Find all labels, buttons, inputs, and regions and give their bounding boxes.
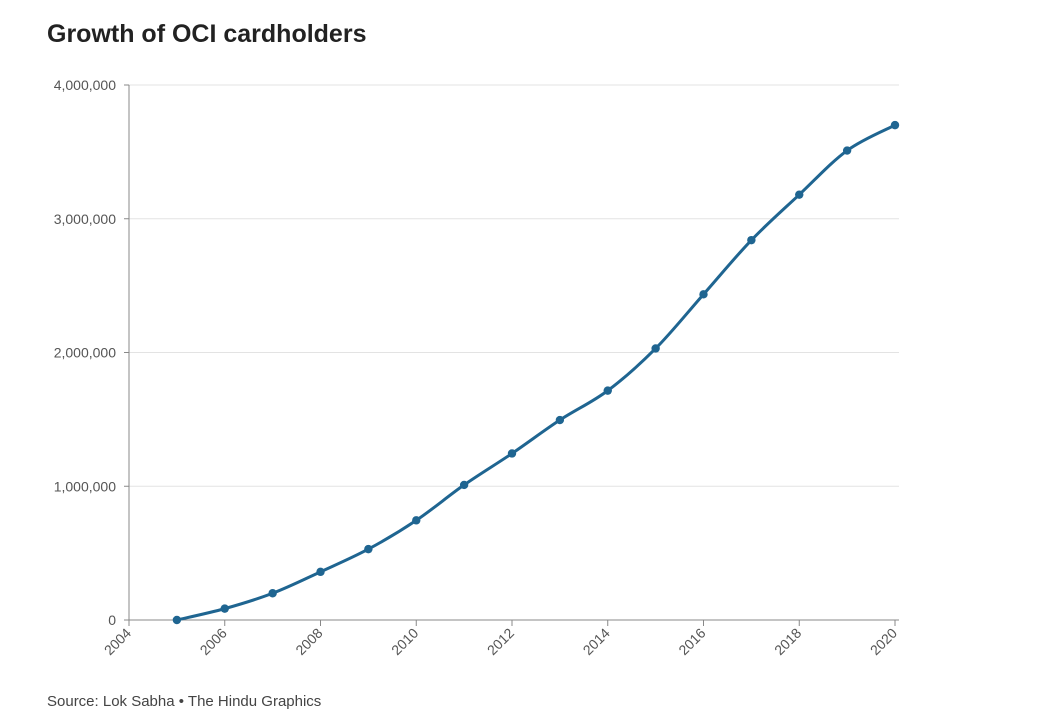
data-point-2011 (459, 480, 469, 490)
chart-title: Growth of OCI cardholders (47, 20, 367, 48)
data-point-2016 (699, 290, 708, 299)
x-tick-label: 2010 (388, 625, 421, 658)
y-axis-tick-labels: 0 1,000,000 2,000,000 3,000,000 4,000,000 (54, 77, 117, 628)
data-point-2018 (795, 190, 804, 199)
data-point-2005 (172, 615, 182, 625)
data-point-2008 (316, 567, 325, 577)
axes (124, 84, 899, 626)
x-tick-label: 2012 (484, 625, 517, 658)
data-point-2007 (268, 589, 277, 598)
x-tick-label: 2006 (197, 625, 230, 658)
x-tick-label: 2020 (867, 625, 900, 658)
source-note: Source: Lok Sabha • The Hindu Graphics (47, 693, 322, 710)
y-tick-label: 4,000,000 (54, 77, 116, 93)
x-tick-label: 2008 (292, 625, 325, 658)
y-tick-label: 1,000,000 (54, 478, 116, 494)
data-point-2006 (220, 604, 229, 613)
y-tick-label: 2,000,000 (54, 345, 116, 361)
x-tick-label: 2004 (101, 625, 134, 658)
x-tick-label: 2018 (771, 625, 804, 658)
data-point-2017 (747, 235, 756, 245)
series-line (175, 123, 897, 622)
x-tick-label: 2016 (675, 625, 708, 658)
data-point-2015 (651, 344, 660, 353)
data-point-2014 (603, 386, 612, 395)
data-point-2010 (412, 516, 421, 525)
data-point-2012 (507, 449, 517, 458)
gridlines (129, 84, 899, 487)
y-tick-label: 3,000,000 (54, 211, 116, 227)
data-point-2020 (890, 120, 900, 130)
data-point-2019 (842, 146, 852, 155)
y-tick-label: 0 (108, 612, 116, 628)
x-axis-tick-labels: 2004 2006 2008 2010 2012 2014 2016 2018 2020 (101, 625, 900, 658)
x-tick-label: 2014 (580, 625, 613, 658)
series (172, 120, 900, 625)
data-point-2013 (555, 415, 565, 425)
data-point-2009 (364, 544, 373, 554)
